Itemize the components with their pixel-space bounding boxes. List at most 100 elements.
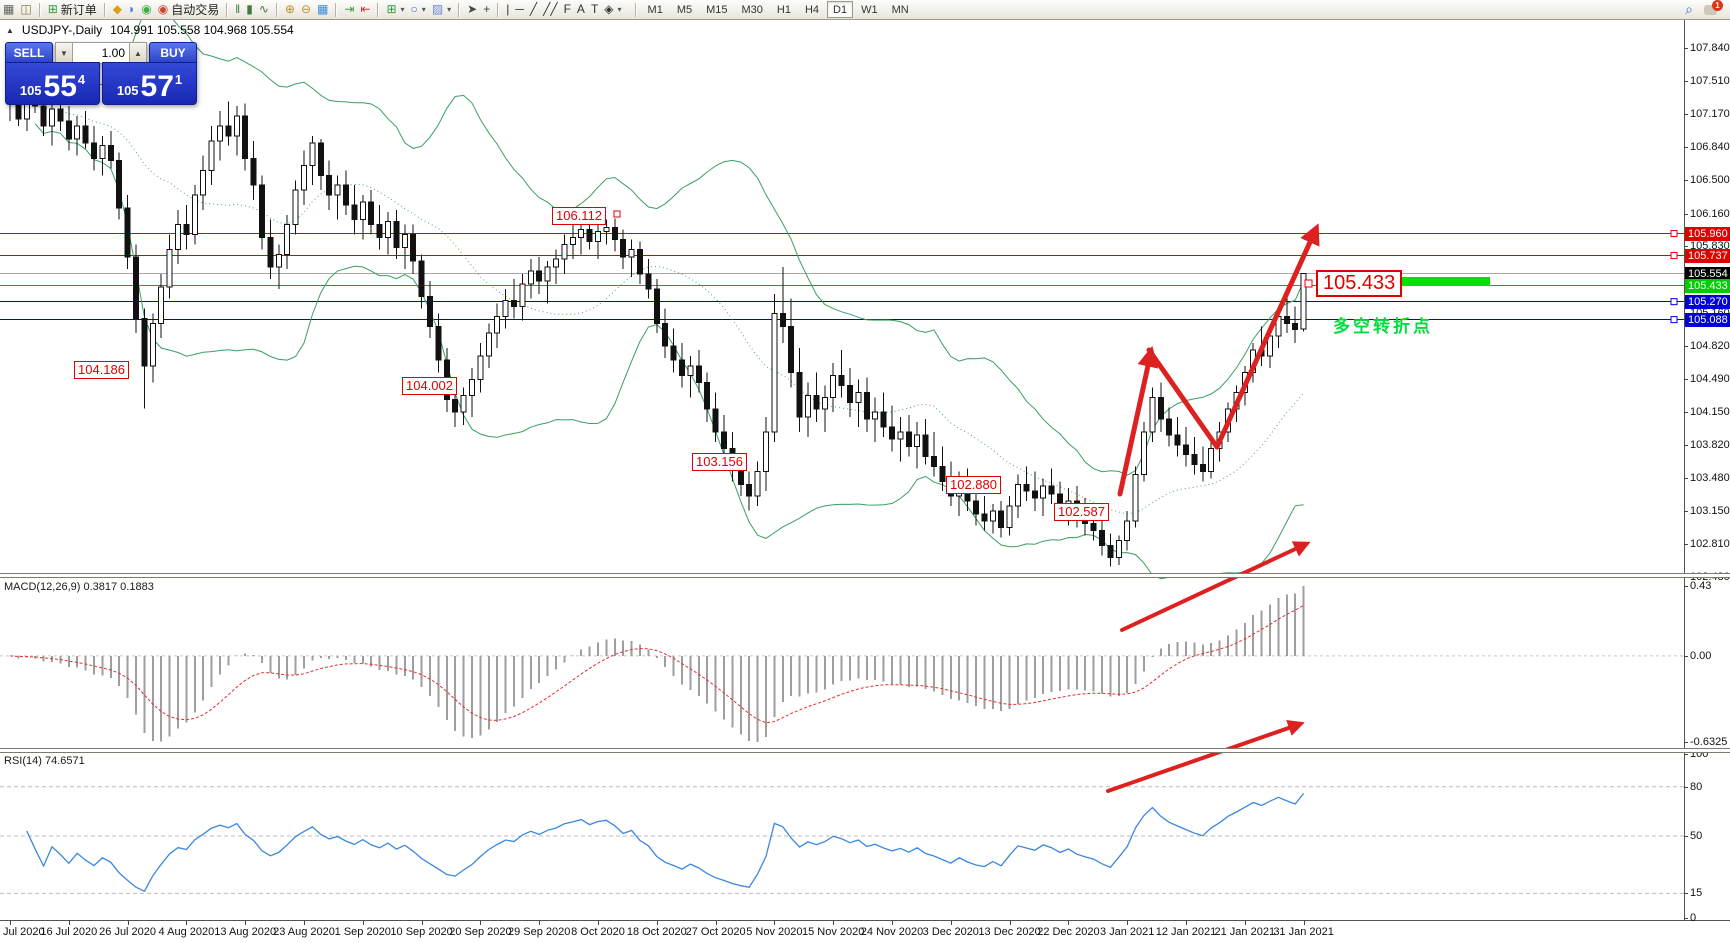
templates-icon-dropdown[interactable]: ▾: [447, 5, 452, 14]
price-callout[interactable]: 102.587: [1054, 503, 1109, 521]
price-callout[interactable]: 104.186: [74, 361, 129, 379]
signals-icon[interactable]: ◉: [138, 1, 154, 18]
macd-axis-tick: 0.00: [1683, 649, 1712, 662]
timeframe-button-H4[interactable]: H4: [804, 3, 820, 16]
periods-icon[interactable]: ○ ▾: [408, 1, 429, 18]
volume-input[interactable]: 1.00: [73, 42, 129, 64]
community-icon[interactable]: ◗: [125, 1, 138, 18]
candles-mode-icon[interactable]: ▮: [243, 1, 256, 18]
price-tick: 104.820: [1684, 340, 1730, 353]
line-mode-icon[interactable]: ∿: [256, 1, 272, 18]
periods-icon: ○: [410, 2, 418, 16]
label-icon[interactable]: T: [588, 1, 601, 18]
chart-window-icon[interactable]: ▦: [0, 1, 17, 18]
date-tick-mark: [186, 921, 188, 925]
arrows-icon[interactable]: ◈ ▾: [601, 1, 624, 18]
new-order-icon-label: 新订单: [60, 3, 97, 17]
crosshair-icon[interactable]: +: [480, 1, 493, 18]
new-order-icon[interactable]: ⊞ 新订单: [45, 1, 100, 18]
search-icon[interactable]: ⌕: [1685, 1, 1693, 17]
price-tick: 103.150: [1684, 504, 1730, 517]
symbol-period-label: USDJPY-,Daily: [21, 23, 103, 37]
timeframe-button-H1[interactable]: H1: [776, 3, 791, 16]
macd-splitter[interactable]: [0, 573, 1730, 578]
profiles-icon[interactable]: ◫: [17, 1, 34, 18]
auto-scroll-icon[interactable]: ⇥: [341, 1, 357, 18]
date-tick: 10 Sep 2020: [390, 926, 453, 938]
trendline-icon[interactable]: ╱: [527, 1, 540, 18]
toolbar-separator: [335, 2, 338, 17]
price-callout[interactable]: 103.156: [692, 453, 747, 471]
date-tick-mark: [127, 921, 129, 925]
sell-price-display[interactable]: 105 55 4: [5, 62, 100, 105]
volume-decrease-button[interactable]: ▼: [55, 42, 73, 64]
price-tick: 104.150: [1684, 406, 1730, 419]
price-callout[interactable]: 106.112: [552, 207, 607, 225]
date-tick-mark: [539, 921, 541, 925]
vertical-line-icon[interactable]: |: [503, 1, 512, 18]
rsi-axis-tick: 80: [1683, 780, 1703, 793]
date-tick: 13 Aug 2020: [214, 926, 277, 938]
date-tick: 20 Sep 2020: [449, 926, 512, 938]
timeframe-button-W1[interactable]: W1: [861, 3, 878, 16]
zoom-in-icon[interactable]: ⊕: [282, 1, 298, 18]
price-callout[interactable]: 102.880: [946, 476, 1001, 494]
toolbar-separator: [275, 2, 278, 17]
timeframe-button-M1[interactable]: M1: [647, 3, 663, 16]
price-badge: 105.088: [1685, 312, 1730, 327]
metaquotes-icon[interactable]: ◆: [110, 1, 125, 18]
date-tick-mark: [833, 921, 835, 925]
timeframe-button-M15[interactable]: M15: [706, 3, 728, 16]
buy-button[interactable]: BUY: [149, 42, 197, 64]
indicators-icon[interactable]: ⊞ ▾: [383, 1, 407, 18]
date-tick-mark: [10, 921, 11, 925]
indicators-icon-dropdown[interactable]: ▾: [400, 5, 405, 14]
timeframe-button-M5[interactable]: M5: [676, 3, 693, 16]
autotrading-icon[interactable]: ◉ 自动交易: [155, 1, 223, 18]
tile-windows-icon[interactable]: ▦: [314, 1, 331, 18]
timeframe-button-M30[interactable]: M30: [741, 3, 763, 16]
date-tick: 1 Sep 2020: [334, 926, 391, 938]
channel-icon: ╱╱: [543, 2, 558, 16]
time-axis[interactable]: Jul 2020 16 Jul 2020 26 Jul 2020 4 Aug 2020…: [0, 920, 1730, 943]
cursor-icon[interactable]: ➤: [464, 1, 480, 18]
date-tick: 3 Jan 2021: [1099, 926, 1155, 938]
toolbar-separator: [103, 2, 106, 17]
volume-increase-button[interactable]: ▲: [129, 42, 147, 64]
timeframe-button-MN[interactable]: MN: [891, 3, 909, 16]
key-level-label[interactable]: 105.433: [1316, 270, 1403, 297]
price-tick: 103.820: [1684, 438, 1730, 451]
price-tick: 107.840: [1684, 42, 1730, 54]
text-icon[interactable]: A: [574, 1, 588, 18]
rsi-splitter[interactable]: [0, 748, 1730, 753]
fibonacci-icon[interactable]: F: [561, 1, 574, 18]
date-tick: Jul 2020: [3, 926, 45, 938]
bars-mode-icon[interactable]: ‖: [232, 1, 243, 18]
date-tick-mark: [715, 921, 717, 925]
zoom-out-icon[interactable]: ⊖: [298, 1, 314, 18]
sell-button[interactable]: SELL: [5, 42, 53, 64]
arrows-icon-dropdown[interactable]: ▾: [617, 5, 622, 14]
timeframe-button-D1[interactable]: D1: [827, 1, 854, 18]
toolbar-separator: [497, 2, 500, 17]
date-tick-mark: [1009, 921, 1011, 925]
horizontal-line-icon: ─: [515, 2, 524, 16]
buy-price-display[interactable]: 105 57 1: [102, 62, 197, 105]
chart-title: ▲ USDJPY-,Daily 104.991 105.558 104.968 …: [6, 23, 294, 37]
sell-price-prefix: 105: [19, 83, 42, 98]
price-callout[interactable]: 104.002: [402, 377, 457, 395]
horizontal-line-icon[interactable]: ─: [512, 1, 527, 18]
turning-point-note[interactable]: 多空转折点: [1333, 317, 1433, 336]
toolbar-separator: [634, 2, 637, 17]
zoom-in-icon: ⊕: [284, 2, 295, 16]
periods-icon-dropdown[interactable]: ▾: [421, 5, 426, 14]
templates-icon[interactable]: ▨ ▾: [429, 1, 454, 18]
channel-icon[interactable]: ╱╱: [540, 1, 560, 18]
price-badge: 105.737: [1685, 248, 1730, 263]
date-tick-mark: [1186, 921, 1187, 925]
notifications-icon[interactable]: 1: [1704, 0, 1723, 16]
chart-shift-icon[interactable]: ⇤: [357, 1, 373, 18]
price-badge: 105.960: [1685, 226, 1730, 241]
chart-canvas[interactable]: [0, 19, 1684, 920]
